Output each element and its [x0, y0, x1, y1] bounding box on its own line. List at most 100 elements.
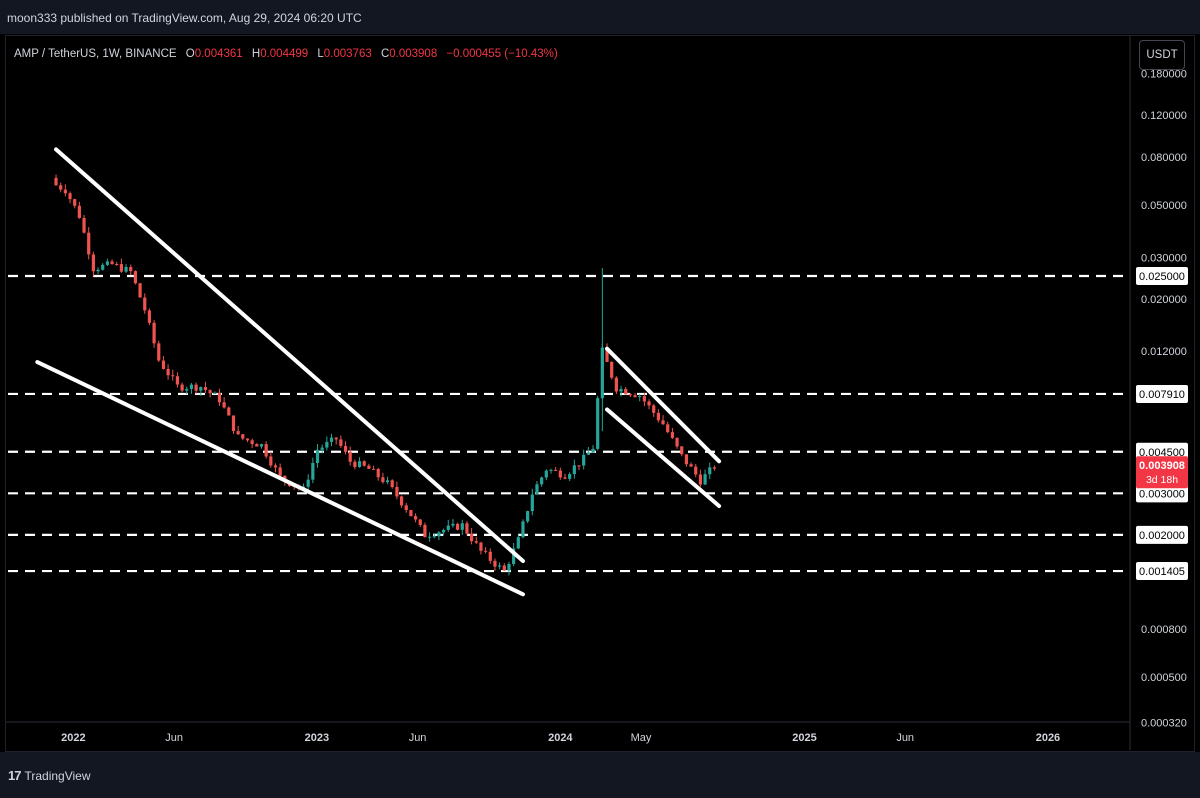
candle-body: [521, 521, 525, 538]
candle-body: [512, 548, 516, 564]
candle-body: [213, 392, 217, 394]
x-tick-label: May: [631, 732, 652, 744]
last-price-countdown: 3d 18h: [1146, 474, 1178, 486]
candle-body: [708, 467, 712, 475]
candle-body: [470, 533, 474, 542]
candle-body: [488, 551, 492, 561]
candle-body: [628, 394, 632, 396]
candle-body: [577, 465, 581, 467]
candle-body: [493, 560, 497, 567]
candle-body: [367, 465, 371, 469]
candle-body: [189, 384, 194, 389]
candle-body: [101, 264, 105, 270]
candle-body: [87, 232, 91, 255]
candle-body: [451, 523, 455, 526]
high-value: 0.004499: [260, 48, 309, 60]
candle-body: [399, 496, 404, 506]
channel-lower-line: [605, 407, 722, 509]
high-label: H: [251, 48, 261, 60]
open-label: O: [185, 48, 195, 60]
candle-body: [250, 440, 254, 445]
candle-body: [264, 444, 268, 457]
candle-body: [582, 454, 586, 466]
candle-body: [185, 388, 189, 391]
candle-body: [82, 217, 86, 233]
candle-body: [712, 467, 717, 469]
candle-body: [138, 283, 142, 298]
candle-body: [656, 412, 660, 421]
low-label: L: [317, 48, 324, 60]
candle-body: [479, 542, 483, 551]
candle-body: [484, 550, 488, 552]
candle-body: [507, 563, 511, 571]
candle-body: [119, 264, 123, 272]
candle-body: [236, 431, 240, 435]
candle-body: [540, 477, 544, 485]
candle-body: [666, 424, 670, 433]
candle-body: [614, 377, 618, 392]
candle-body: [133, 271, 138, 284]
candle-body: [73, 199, 77, 206]
close-value: 0.003908: [389, 48, 438, 60]
candle-body: [544, 470, 548, 478]
level-label-box: [1136, 525, 1188, 544]
candle-body: [175, 376, 180, 385]
symbol-name[interactable]: AMP / TetherUS, 1W, BINANCE: [14, 48, 177, 60]
currency-button[interactable]: USDT: [1139, 40, 1185, 70]
candle-body: [498, 565, 502, 567]
candle-body: [161, 360, 166, 369]
y-tick-label: 0.050000: [1141, 200, 1187, 212]
x-tick-label: 2024: [548, 732, 573, 744]
candle-body: [325, 441, 329, 448]
symbol-legend: AMP / TetherUS, 1W, BINANCE O0.004361 H0…: [14, 48, 558, 60]
candle-body: [362, 461, 366, 466]
y-tick-label: 0.180000: [1141, 69, 1187, 81]
candle-body: [549, 469, 553, 471]
open-value: 0.004361: [194, 48, 243, 60]
candle-body: [110, 261, 114, 264]
candle-body: [54, 177, 58, 186]
candle-body: [194, 384, 198, 391]
x-tick-label: 2023: [305, 732, 329, 744]
tradingview-logo[interactable]: 17 TradingView: [8, 768, 91, 783]
candle-body: [572, 465, 576, 475]
candle-body: [259, 444, 264, 447]
candle-body: [91, 254, 95, 272]
candle-body: [670, 432, 674, 438]
candle-body: [241, 434, 245, 439]
candle-body: [166, 368, 170, 376]
level-label: 0.002000: [1139, 530, 1185, 542]
candle-body: [343, 445, 348, 452]
candle-body: [59, 185, 63, 190]
candle-body: [568, 474, 572, 479]
candle-body: [684, 454, 689, 465]
candle-body: [231, 415, 236, 432]
x-tick-label: 2026: [1036, 732, 1060, 744]
candle-body: [642, 396, 646, 402]
candle-body: [348, 451, 352, 462]
candle-body: [460, 523, 464, 530]
candle-body: [96, 269, 100, 272]
candle-body: [432, 536, 436, 538]
candle-body: [353, 461, 357, 467]
candle-body: [423, 524, 427, 538]
candle-body: [586, 452, 590, 455]
candle-body: [610, 361, 614, 378]
candle-body: [652, 405, 656, 413]
candle-body: [376, 468, 380, 478]
candle-body: [409, 510, 413, 517]
candle-body: [526, 511, 530, 522]
last-price-value: 0.003908: [1139, 460, 1185, 472]
candle-body: [157, 343, 161, 361]
candle-body: [115, 263, 119, 265]
candle-body: [208, 390, 212, 394]
candle-body: [502, 565, 506, 571]
candle-body: [413, 516, 418, 520]
candle-body: [152, 322, 156, 344]
candle-body: [516, 537, 520, 549]
candle-body: [703, 474, 707, 485]
candle-body: [647, 401, 651, 406]
candle-body: [698, 474, 703, 485]
candle-body: [180, 384, 184, 391]
